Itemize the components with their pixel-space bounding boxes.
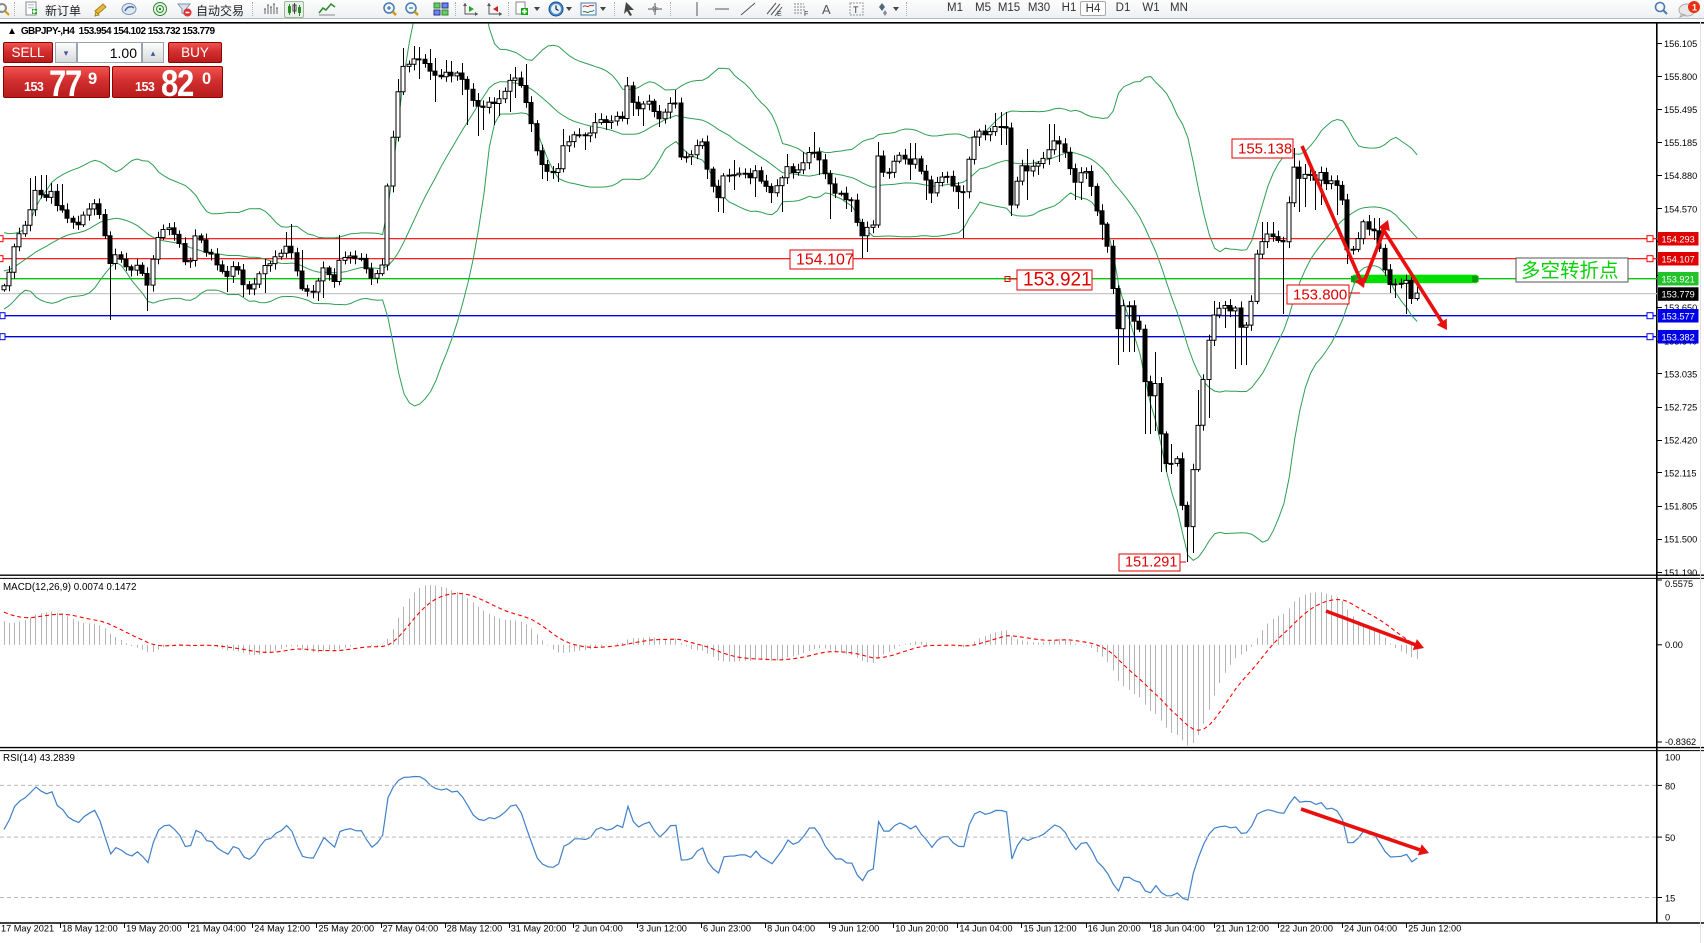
- svg-text:152.725: 152.725: [1664, 403, 1697, 413]
- svg-text:154.570: 154.570: [1664, 204, 1697, 214]
- svg-text:153.577: 153.577: [1662, 311, 1695, 321]
- svg-text:153.921: 153.921: [1023, 270, 1092, 291]
- svg-text:T: T: [853, 5, 859, 15]
- svg-text:-0.8362: -0.8362: [1665, 737, 1696, 747]
- svg-text:151.190: 151.190: [1664, 568, 1697, 578]
- svg-text:3 Jun 12:00: 3 Jun 12:00: [639, 924, 687, 934]
- svg-text:25 May 20:00: 25 May 20:00: [318, 924, 374, 934]
- svg-text:25 Jun 12:00: 25 Jun 12:00: [1408, 924, 1461, 934]
- svg-text:21 May 04:00: 21 May 04:00: [190, 924, 246, 934]
- svg-text:19 May 20:00: 19 May 20:00: [126, 924, 182, 934]
- svg-text:F: F: [804, 11, 808, 17]
- svg-text:10 Jun 20:00: 10 Jun 20:00: [895, 924, 948, 934]
- svg-text:31 May 20:00: 31 May 20:00: [511, 924, 567, 934]
- svg-text:6 Jun 23:00: 6 Jun 23:00: [703, 924, 751, 934]
- svg-text:18 May 12:00: 18 May 12:00: [62, 924, 118, 934]
- svg-text:E: E: [777, 11, 782, 17]
- svg-text:153.035: 153.035: [1664, 369, 1697, 379]
- svg-text:153.650: 153.650: [1664, 303, 1697, 313]
- svg-text:154.107: 154.107: [1662, 254, 1695, 264]
- svg-text:155.185: 155.185: [1664, 138, 1697, 148]
- svg-text:151.805: 151.805: [1664, 502, 1697, 512]
- svg-text:154.293: 154.293: [1662, 234, 1695, 244]
- svg-text:152.115: 152.115: [1664, 468, 1697, 478]
- svg-text:154.107: 154.107: [796, 252, 854, 269]
- svg-text:8 Jun 04:00: 8 Jun 04:00: [767, 924, 815, 934]
- svg-text:154.880: 154.880: [1664, 171, 1697, 181]
- svg-text:0: 0: [1665, 913, 1670, 923]
- svg-text:14 Jun 04:00: 14 Jun 04:00: [959, 924, 1012, 934]
- svg-text:151.500: 151.500: [1664, 535, 1697, 545]
- svg-text:0.5575: 0.5575: [1665, 579, 1693, 589]
- svg-text:153.921: 153.921: [1662, 274, 1695, 284]
- svg-text:2 Jun 04:00: 2 Jun 04:00: [575, 924, 623, 934]
- svg-text:24 Jun 04:00: 24 Jun 04:00: [1344, 924, 1397, 934]
- svg-text:1: 1: [1692, 3, 1697, 13]
- svg-text:155.495: 155.495: [1664, 105, 1697, 115]
- svg-text:152.420: 152.420: [1664, 436, 1697, 446]
- svg-text:24 May 12:00: 24 May 12:00: [254, 924, 310, 934]
- svg-text:27 May 04:00: 27 May 04:00: [383, 924, 439, 934]
- svg-text:153.800: 153.800: [1293, 287, 1347, 304]
- svg-text:15: 15: [1665, 894, 1675, 904]
- svg-text:多空转折点: 多空转折点: [1521, 260, 1619, 282]
- svg-text:151.291: 151.291: [1125, 555, 1177, 571]
- svg-text:21 Jun 12:00: 21 Jun 12:00: [1216, 924, 1269, 934]
- svg-text:16 Jun 20:00: 16 Jun 20:00: [1088, 924, 1141, 934]
- svg-text:RSI(14) 43.2839: RSI(14) 43.2839: [3, 753, 75, 764]
- svg-text:80: 80: [1665, 781, 1675, 791]
- svg-text:153.382: 153.382: [1662, 332, 1695, 342]
- svg-text:155.800: 155.800: [1664, 72, 1697, 82]
- svg-text:15 Jun 12:00: 15 Jun 12:00: [1024, 924, 1077, 934]
- svg-text:9 Jun 12:00: 9 Jun 12:00: [831, 924, 879, 934]
- svg-text:100: 100: [1665, 753, 1680, 763]
- svg-text:0.00: 0.00: [1665, 640, 1683, 650]
- svg-text:28 May 12:00: 28 May 12:00: [447, 924, 503, 934]
- svg-text:156.105: 156.105: [1664, 39, 1697, 49]
- svg-text:22 Jun 20:00: 22 Jun 20:00: [1280, 924, 1333, 934]
- svg-text:50: 50: [1665, 833, 1675, 843]
- svg-text:153.779: 153.779: [1662, 290, 1695, 300]
- svg-text:17 May 2021: 17 May 2021: [1, 924, 54, 934]
- svg-text:155.138: 155.138: [1238, 141, 1292, 158]
- svg-text:MACD(12,26,9) 0.0074 0.1472: MACD(12,26,9) 0.0074 0.1472: [3, 582, 136, 593]
- svg-text:18 Jun 04:00: 18 Jun 04:00: [1152, 924, 1205, 934]
